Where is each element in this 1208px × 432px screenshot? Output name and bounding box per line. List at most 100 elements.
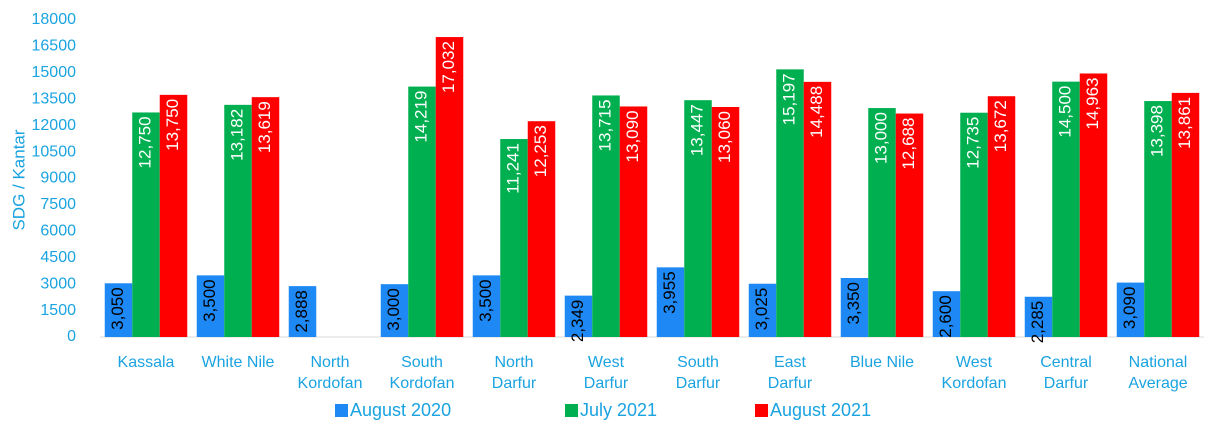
x-tick-label: South Kordofan bbox=[389, 354, 455, 392]
data-label: 2,888 bbox=[292, 290, 311, 333]
bar bbox=[132, 112, 160, 337]
bar bbox=[1024, 296, 1053, 337]
bar bbox=[472, 275, 501, 337]
data-label: 13,861 bbox=[1175, 97, 1194, 149]
bar bbox=[196, 275, 225, 337]
bar bbox=[1116, 282, 1145, 337]
bar bbox=[895, 113, 924, 337]
bar bbox=[776, 69, 804, 337]
data-label: 3,090 bbox=[1120, 287, 1139, 330]
data-label: 11,241 bbox=[503, 143, 522, 194]
data-label: 14,500 bbox=[1055, 86, 1074, 138]
data-label: 13,182 bbox=[227, 109, 246, 161]
data-label: 3,050 bbox=[108, 287, 127, 330]
bar bbox=[380, 284, 409, 337]
data-label: 3,000 bbox=[384, 288, 403, 331]
data-label: 13,447 bbox=[687, 104, 706, 156]
x-tick-label: National Average bbox=[1128, 354, 1188, 392]
data-label: 13,398 bbox=[1147, 105, 1166, 157]
bar bbox=[656, 267, 685, 337]
y-tick-label: 15000 bbox=[32, 64, 77, 81]
bar bbox=[684, 100, 712, 338]
data-label: 13,619 bbox=[255, 101, 274, 153]
y-axis-label: SDG / Kantar bbox=[9, 129, 28, 230]
bar bbox=[1052, 81, 1080, 337]
data-label: 14,963 bbox=[1083, 77, 1102, 129]
x-tick-label: White Nile bbox=[201, 354, 275, 371]
x-tick-label: Blue Nile bbox=[849, 354, 915, 371]
y-tick-label: 7500 bbox=[40, 196, 76, 213]
data-label: 13,715 bbox=[595, 99, 614, 151]
bar bbox=[748, 283, 777, 337]
data-label: 14,219 bbox=[411, 91, 430, 143]
bar bbox=[803, 81, 832, 337]
data-label: 3,350 bbox=[844, 282, 863, 325]
legend-label: August 2020 bbox=[350, 400, 451, 420]
data-label: 3,500 bbox=[476, 279, 495, 322]
bar bbox=[1079, 73, 1108, 337]
x-tick-label: East Darfur bbox=[767, 354, 813, 392]
data-label: 2,600 bbox=[936, 295, 955, 338]
legend-swatch bbox=[565, 404, 578, 417]
bar bbox=[619, 106, 648, 338]
y-tick-label: 12000 bbox=[32, 117, 77, 134]
x-tick-label: North Darfur bbox=[491, 354, 537, 392]
data-label: 12,253 bbox=[531, 125, 550, 177]
x-tick-label: South Darfur bbox=[675, 354, 721, 392]
data-label: 14,488 bbox=[807, 86, 826, 138]
bar bbox=[592, 95, 620, 337]
data-label: 2,349 bbox=[568, 300, 587, 343]
y-tick-label: 16500 bbox=[32, 38, 77, 55]
data-label: 13,000 bbox=[871, 112, 890, 164]
y-tick-label: 6000 bbox=[40, 223, 76, 240]
bar bbox=[159, 94, 188, 337]
bar bbox=[1144, 101, 1172, 338]
bar bbox=[288, 286, 317, 337]
data-label: 3,025 bbox=[752, 288, 771, 331]
data-label: 3,955 bbox=[660, 271, 679, 314]
bar bbox=[527, 121, 556, 337]
y-tick-label: 0 bbox=[67, 328, 76, 345]
bar bbox=[564, 295, 593, 337]
bar bbox=[435, 37, 464, 338]
bar bbox=[1171, 92, 1200, 337]
bar bbox=[840, 278, 869, 337]
x-tick-label: Kassala bbox=[117, 354, 175, 371]
data-label: 13,060 bbox=[715, 111, 734, 163]
data-label: 12,688 bbox=[899, 118, 918, 170]
y-tick-label: 10500 bbox=[32, 143, 77, 160]
bar bbox=[960, 112, 988, 337]
y-tick-label: 9000 bbox=[40, 170, 76, 187]
y-tick-label: 1500 bbox=[40, 302, 76, 319]
data-label: 13,672 bbox=[991, 100, 1010, 152]
legend-label: July 2021 bbox=[580, 400, 657, 420]
y-tick-label: 13500 bbox=[32, 90, 77, 107]
data-label: 2,285 bbox=[1028, 301, 1047, 344]
x-tick-label: North Kordofan bbox=[297, 354, 363, 392]
bar bbox=[987, 96, 1016, 337]
bar bbox=[868, 108, 896, 337]
bar bbox=[224, 104, 252, 337]
data-label: 13,750 bbox=[163, 99, 182, 151]
legend-swatch bbox=[335, 404, 348, 417]
bar bbox=[711, 106, 740, 337]
data-label: 12,750 bbox=[135, 116, 154, 168]
y-tick-label: 3000 bbox=[40, 275, 76, 292]
bar bbox=[251, 97, 280, 338]
legend-label: August 2021 bbox=[770, 400, 871, 420]
legend-swatch bbox=[755, 404, 768, 417]
data-label: 12,735 bbox=[963, 117, 982, 169]
data-label: 3,500 bbox=[200, 279, 219, 322]
x-tick-label: West Kordofan bbox=[941, 354, 1007, 392]
y-tick-label: 4500 bbox=[40, 249, 76, 266]
data-label: 13,090 bbox=[623, 110, 642, 162]
bar bbox=[104, 283, 133, 337]
data-label: 15,197 bbox=[779, 73, 798, 125]
data-label: 17,032 bbox=[439, 41, 458, 93]
bar bbox=[932, 291, 961, 337]
y-tick-label: 18000 bbox=[32, 11, 77, 28]
bar bbox=[500, 139, 528, 337]
x-tick-label: West Darfur bbox=[583, 354, 629, 392]
